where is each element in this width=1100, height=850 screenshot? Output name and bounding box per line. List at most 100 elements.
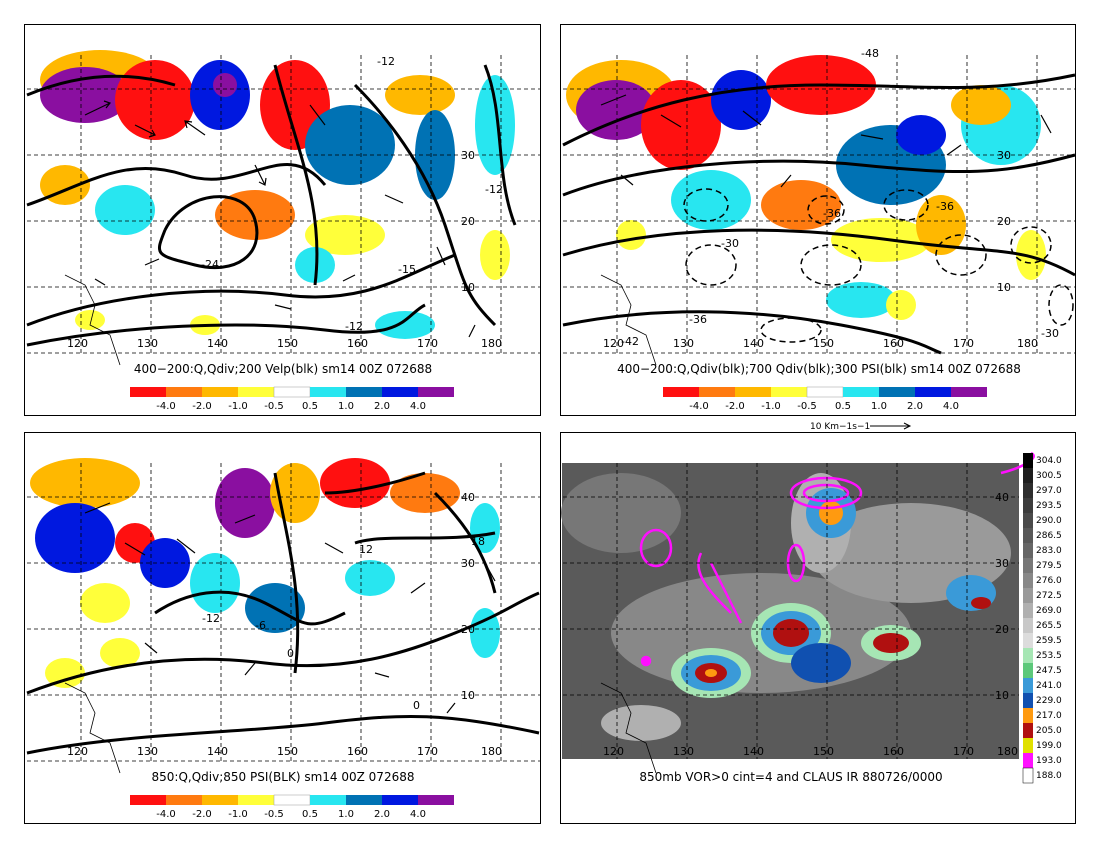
- cbar-label: -0.5: [264, 401, 284, 412]
- ir-scale-label: 286.5: [1036, 531, 1062, 541]
- lon-label: 160: [347, 745, 368, 758]
- cbar-cell: [418, 795, 454, 805]
- ir-scale-label: 247.5: [1036, 666, 1062, 676]
- ir-scale-label: 188.0: [1036, 771, 1062, 781]
- cbar-cell: [346, 387, 382, 397]
- lon-label: 180: [997, 745, 1018, 758]
- lon-label: 180: [481, 745, 502, 758]
- cbar-cell: [238, 795, 274, 805]
- contour-lines: [26, 471, 540, 755]
- lon-label: 150: [277, 337, 298, 350]
- lat-label: 20: [461, 215, 475, 228]
- lon-label: 120: [67, 745, 88, 758]
- ir-cell: [1023, 558, 1033, 573]
- ir-cell: [1023, 453, 1033, 468]
- ir-cell: [1023, 483, 1033, 498]
- cbar-cell: [310, 795, 346, 805]
- panel-lower-right: 10 20 30 40 120 130 140 150 160 170 180 …: [560, 432, 1076, 824]
- colorbar: -4.0 -2.0 -1.0 -0.5 0.5 1.0 2.0 4.0: [130, 794, 454, 820]
- panel-upper-left: -12 -24 -15 -12 -12 10 20 30 120 130 140…: [24, 24, 541, 416]
- cbar-cell: [771, 387, 807, 397]
- cbar-label: -0.5: [797, 401, 817, 412]
- cbar-cell: [202, 795, 238, 805]
- contour-label: 18: [471, 535, 485, 548]
- panel-title: 400−200:Q,Qdiv(blk);700 Qdiv(blk);300 PS…: [617, 362, 1021, 376]
- ir-scale-label: 269.0: [1036, 606, 1062, 616]
- cbar-label: -1.0: [761, 401, 781, 412]
- map-lower-right: 10 20 30 40 120 130 140 150 160 170 180 …: [561, 451, 1062, 784]
- contour-label: -30: [1041, 327, 1059, 340]
- lat-label: 10: [995, 689, 1009, 702]
- ir-scale-label: 253.5: [1036, 651, 1062, 661]
- contour-label: -24: [201, 258, 219, 271]
- colorbar: -4.0 -2.0 -1.0 -0.5 0.5 1.0 2.0 4.0: [130, 386, 454, 412]
- lat-label: 10: [461, 281, 475, 294]
- ir-cell: [1023, 678, 1033, 693]
- lat-lon-grid: [563, 55, 1075, 354]
- cbar-cell: [382, 795, 418, 805]
- shading-field: [566, 55, 1046, 320]
- map-upper-right: -48 -42 -36 -36 -30 -30 -36 10 20 30 120…: [562, 47, 1076, 412]
- lon-label: 130: [673, 337, 694, 350]
- lat-label: 10: [997, 281, 1011, 294]
- coastline: [600, 274, 657, 366]
- cbar-label: -2.0: [192, 809, 212, 820]
- ir-scale-label: 229.0: [1036, 696, 1062, 706]
- cbar-cell: [346, 795, 382, 805]
- ir-cell: [1023, 708, 1033, 723]
- lon-label: 150: [277, 745, 298, 758]
- cbar-cell: [915, 387, 951, 397]
- cbar-label: -2.0: [725, 401, 745, 412]
- cbar-label: 4.0: [410, 809, 426, 820]
- contour-label: -48: [861, 47, 879, 60]
- ir-scale-label: 259.5: [1036, 636, 1062, 646]
- panel-title: 400−200:Q,Qdiv;200 Velp(blk) sm14 00Z 07…: [134, 362, 432, 376]
- cbar-label: 2.0: [374, 809, 390, 820]
- lat-label: 20: [997, 215, 1011, 228]
- panel-title: 850:Q,Qdiv;850 PSI(BLK) sm14 00Z 072688: [152, 770, 415, 784]
- cbar-cell: [879, 387, 915, 397]
- cbar-label: 0.5: [302, 809, 318, 820]
- ir-scale-label: 297.0: [1036, 486, 1062, 496]
- ir-scale-label: 193.0: [1036, 756, 1062, 766]
- ir-cell: [1023, 753, 1033, 768]
- ir-cell: [1023, 693, 1033, 708]
- contour-label: 0: [413, 699, 420, 712]
- ir-cell: [1023, 648, 1033, 663]
- cbar-label: -4.0: [156, 401, 176, 412]
- cbar-label: -1.0: [228, 809, 248, 820]
- lat-lon-grid: [27, 55, 540, 354]
- lat-label: 20: [461, 623, 475, 636]
- cbar-label: 1.0: [338, 809, 354, 820]
- ir-scale-cells: [1022, 453, 1034, 784]
- cbar-label: 4.0: [943, 401, 959, 412]
- contour-label: -36: [823, 207, 841, 220]
- lon-label: 160: [883, 337, 904, 350]
- cbar-label: -0.5: [264, 809, 284, 820]
- cbar-cell: [130, 387, 166, 397]
- ir-cell: [1023, 738, 1033, 753]
- cbar-label: 1.0: [338, 401, 354, 412]
- lon-label: 130: [137, 745, 158, 758]
- ir-scale-label: 205.0: [1036, 726, 1062, 736]
- cbar-cell: [699, 387, 735, 397]
- lon-label: 140: [743, 337, 764, 350]
- cbar-label: -1.0: [228, 401, 248, 412]
- ir-cell: [1023, 573, 1033, 588]
- contour-label: -12: [202, 612, 220, 625]
- contour-label: 0: [287, 647, 294, 660]
- map-upper-left: -12 -24 -15 -12 -12 10 20 30 120 130 140…: [26, 50, 540, 412]
- ir-scale-label: 217.0: [1036, 711, 1062, 721]
- cbar-cell: [951, 387, 987, 397]
- contour-label: -12: [485, 183, 503, 196]
- cbar-cell: [735, 387, 771, 397]
- lon-label: 150: [813, 337, 834, 350]
- lat-label: 30: [995, 557, 1009, 570]
- wind-vectors: [600, 94, 1052, 188]
- cbar-cell: [382, 387, 418, 397]
- cbar-cell: [130, 795, 166, 805]
- panel-title: 850mb VOR>0 cint=4 and CLAUS IR 880726/0…: [639, 770, 942, 784]
- cbar-label: 0.5: [302, 401, 318, 412]
- wind-vectors: [84, 100, 476, 338]
- ir-cell: [1023, 663, 1033, 678]
